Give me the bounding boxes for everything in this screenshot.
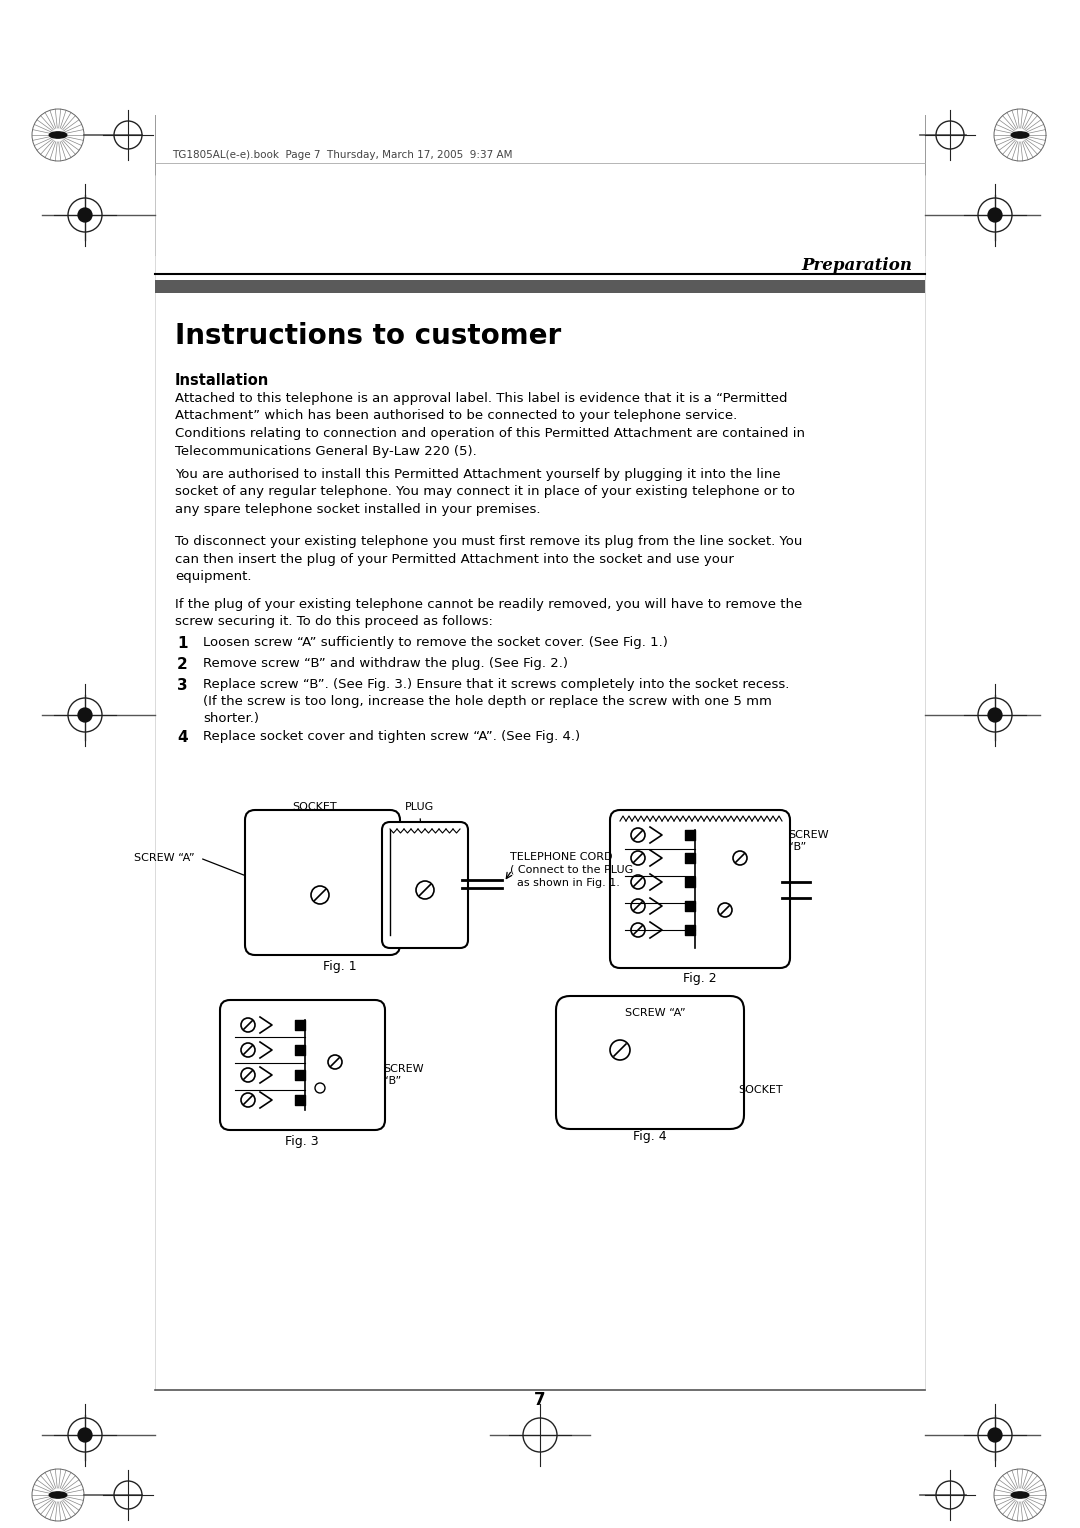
Text: Fig. 1: Fig. 1 bbox=[323, 960, 356, 973]
Text: SOCKET: SOCKET bbox=[738, 1085, 783, 1096]
Text: Preparation: Preparation bbox=[801, 257, 912, 274]
Text: Instructions to customer: Instructions to customer bbox=[175, 322, 562, 350]
FancyBboxPatch shape bbox=[556, 996, 744, 1129]
Text: SCREW
“B”: SCREW “B” bbox=[383, 1063, 423, 1086]
Text: 2: 2 bbox=[177, 657, 188, 672]
Circle shape bbox=[78, 208, 93, 223]
Text: If the plug of your existing telephone cannot be readily removed, you will have : If the plug of your existing telephone c… bbox=[175, 597, 802, 628]
Text: ( Connect to the PLUG
  as shown in Fig. 1.: ( Connect to the PLUG as shown in Fig. 1… bbox=[510, 865, 633, 888]
Text: 1: 1 bbox=[177, 636, 188, 651]
Text: Remove screw “B” and withdraw the plug. (See Fig. 2.): Remove screw “B” and withdraw the plug. … bbox=[203, 657, 568, 669]
Text: TELEPHONE CORD: TELEPHONE CORD bbox=[510, 853, 612, 862]
Text: Replace screw “B”. (See Fig. 3.) Ensure that it screws completely into the socke: Replace screw “B”. (See Fig. 3.) Ensure … bbox=[203, 678, 789, 724]
Text: Fig. 4: Fig. 4 bbox=[633, 1131, 666, 1143]
Text: TG1805AL(e-e).book  Page 7  Thursday, March 17, 2005  9:37 AM: TG1805AL(e-e).book Page 7 Thursday, Marc… bbox=[172, 150, 513, 160]
Text: SCREW “A”: SCREW “A” bbox=[625, 1008, 686, 1018]
Text: SCREW
“B”: SCREW “B” bbox=[788, 830, 828, 851]
Text: SCREW “A”: SCREW “A” bbox=[134, 853, 195, 863]
Text: You are authorised to install this Permitted Attachment yourself by plugging it : You are authorised to install this Permi… bbox=[175, 468, 795, 516]
Text: Loosen screw “A” sufficiently to remove the socket cover. (See Fig. 1.): Loosen screw “A” sufficiently to remove … bbox=[203, 636, 667, 649]
Text: 7: 7 bbox=[535, 1390, 545, 1409]
Circle shape bbox=[78, 707, 93, 723]
Circle shape bbox=[78, 1427, 93, 1442]
Text: SOCKET: SOCKET bbox=[293, 802, 337, 811]
FancyBboxPatch shape bbox=[610, 810, 789, 969]
Text: Replace socket cover and tighten screw “A”. (See Fig. 4.): Replace socket cover and tighten screw “… bbox=[203, 730, 580, 743]
Text: Fig. 2: Fig. 2 bbox=[684, 972, 717, 986]
Circle shape bbox=[987, 208, 1002, 223]
Ellipse shape bbox=[1011, 1491, 1029, 1497]
FancyBboxPatch shape bbox=[245, 810, 400, 955]
Text: To disconnect your existing telephone you must first remove its plug from the li: To disconnect your existing telephone yo… bbox=[175, 535, 802, 584]
Ellipse shape bbox=[50, 1491, 67, 1497]
Text: 3: 3 bbox=[177, 678, 188, 694]
FancyBboxPatch shape bbox=[156, 280, 924, 293]
Text: Fig. 3: Fig. 3 bbox=[285, 1135, 319, 1148]
Circle shape bbox=[987, 707, 1002, 723]
FancyBboxPatch shape bbox=[220, 999, 384, 1131]
Circle shape bbox=[987, 1427, 1002, 1442]
Text: PLUG: PLUG bbox=[405, 802, 434, 811]
Ellipse shape bbox=[1011, 131, 1029, 138]
Ellipse shape bbox=[50, 131, 67, 138]
Text: Installation: Installation bbox=[175, 373, 269, 388]
FancyBboxPatch shape bbox=[382, 822, 468, 947]
Text: Attached to this telephone is an approval label. This label is evidence that it : Attached to this telephone is an approva… bbox=[175, 393, 805, 457]
Text: 4: 4 bbox=[177, 730, 188, 746]
